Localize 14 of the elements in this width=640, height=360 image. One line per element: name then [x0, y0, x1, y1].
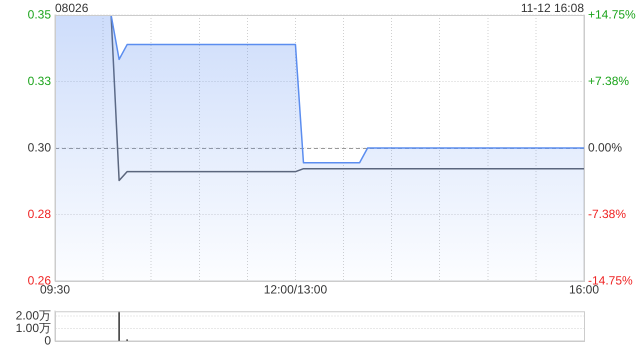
y-tick-label: 0.35 [28, 7, 52, 22]
y-tick-label: 0 [44, 333, 52, 348]
y-tick-label: 0.33 [28, 74, 52, 88]
chart-subtitle: 11-12 16:08 [520, 1, 584, 15]
y2-tick-label: -7.38% [588, 206, 626, 221]
y-tick-label: 1.00万 [16, 320, 51, 335]
chart-title: 08026 [55, 1, 88, 15]
y2-tick-label: +14.75% [588, 7, 636, 22]
y-tick-label: 2.00万 [16, 308, 51, 322]
y2-tick-label: 0.00% [588, 140, 622, 154]
y2-tick-label: +7.38% [588, 74, 630, 88]
y-tick-label: 0.30 [28, 140, 52, 154]
y-tick-label: 0.28 [28, 206, 52, 221]
x-tick-label: 12:00/13:00 [264, 282, 328, 297]
